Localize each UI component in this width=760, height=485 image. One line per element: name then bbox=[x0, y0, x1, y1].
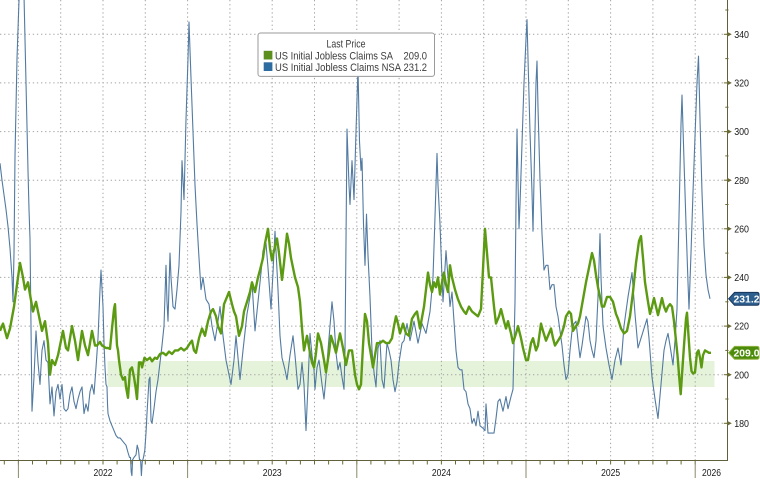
svg-text:US Initial Jobless Claims NSA: US Initial Jobless Claims NSA bbox=[275, 62, 402, 74]
svg-text:320: 320 bbox=[734, 79, 749, 90]
svg-text:Last Price: Last Price bbox=[327, 39, 366, 51]
svg-text:209.0: 209.0 bbox=[734, 348, 760, 359]
svg-text:231.2: 231.2 bbox=[734, 294, 760, 305]
svg-text:231.2: 231.2 bbox=[404, 62, 428, 74]
svg-text:280: 280 bbox=[734, 176, 749, 187]
svg-text:260: 260 bbox=[734, 224, 749, 235]
svg-text:US Initial Jobless Claims SA: US Initial Jobless Claims SA bbox=[275, 50, 394, 62]
svg-text:200: 200 bbox=[734, 370, 749, 381]
svg-text:2023: 2023 bbox=[263, 468, 282, 479]
svg-text:2022: 2022 bbox=[94, 468, 113, 479]
svg-text:240: 240 bbox=[734, 273, 749, 284]
svg-text:180: 180 bbox=[734, 419, 749, 430]
svg-text:2025: 2025 bbox=[601, 468, 620, 479]
svg-text:340: 340 bbox=[734, 30, 749, 41]
svg-text:220: 220 bbox=[734, 322, 749, 333]
svg-text:2026: 2026 bbox=[702, 468, 721, 479]
svg-text:209.0: 209.0 bbox=[404, 50, 428, 62]
svg-text:300: 300 bbox=[734, 127, 749, 138]
svg-text:2024: 2024 bbox=[432, 468, 451, 479]
